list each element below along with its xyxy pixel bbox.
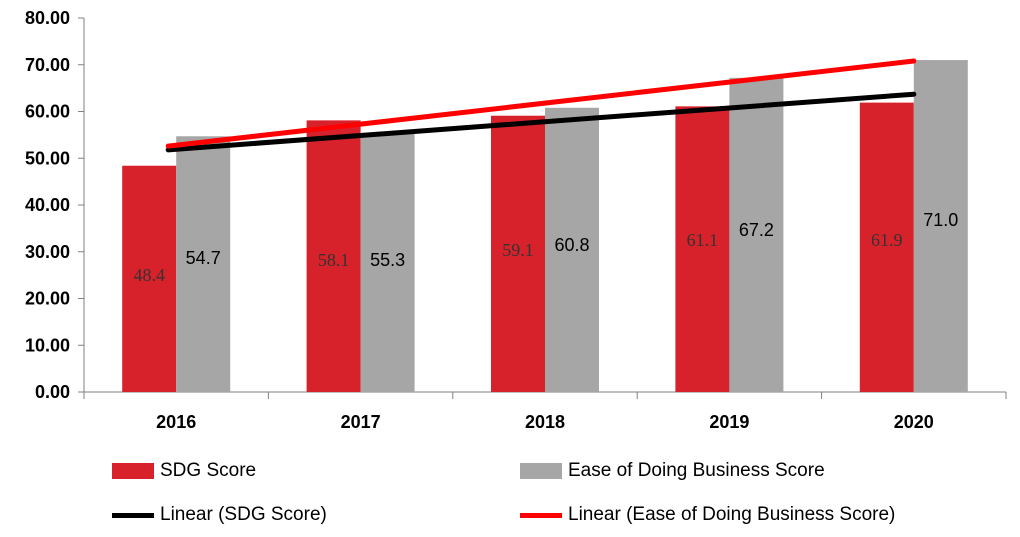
x-tick-label-2017: 2017 bbox=[341, 412, 381, 432]
y-tick-label: 70.00 bbox=[25, 55, 70, 75]
x-tick-label-2018: 2018 bbox=[525, 412, 565, 432]
bar-eodb-score-2019 bbox=[729, 77, 784, 392]
y-tick-label: 40.00 bbox=[25, 195, 70, 215]
bar-sdg-score-2016 bbox=[122, 165, 177, 392]
y-tick-label: 0.00 bbox=[35, 382, 70, 402]
bar-sdg-score-2019 bbox=[675, 106, 730, 393]
trendline-linear-eodb bbox=[165, 58, 917, 149]
y-tick-label: 80.00 bbox=[25, 8, 70, 28]
data-label-eodb-2017: 55.3 bbox=[370, 250, 405, 270]
x-axis: 2016 2017 2018 2019 2020 bbox=[83, 391, 1007, 432]
data-labels: 48.4 54.7 58.1 55.3 59.1 60.8 61.1 67.2 61.9 71.0 bbox=[133, 210, 958, 285]
data-label-eodb-2019: 67.2 bbox=[739, 220, 774, 240]
y-tick-label: 10.00 bbox=[25, 335, 70, 355]
data-label-sdg-2018: 59.1 bbox=[502, 240, 534, 260]
y-tick-label: 30.00 bbox=[25, 242, 70, 262]
bar-eodb-score-2020 bbox=[913, 60, 968, 392]
data-label-eodb-2018: 60.8 bbox=[554, 235, 589, 255]
data-label-eodb-2020: 71.0 bbox=[923, 210, 958, 230]
y-tick-label: 50.00 bbox=[25, 148, 70, 168]
x-tick-label-2019: 2019 bbox=[709, 412, 749, 432]
data-label-sdg-2017: 58.1 bbox=[318, 250, 350, 270]
y-tick-label: 60.00 bbox=[25, 102, 70, 122]
y-tick-label: 20.00 bbox=[25, 289, 70, 309]
data-label-sdg-2016: 48.4 bbox=[133, 265, 165, 285]
y-axis: 0.00 10.00 20.00 30.00 40.00 50.00 60.00 70.00 8… bbox=[25, 8, 85, 402]
bar-sdg-score-2020 bbox=[859, 102, 914, 393]
trendline-linear-sdg bbox=[165, 91, 917, 153]
data-label-sdg-2020: 61.9 bbox=[871, 230, 903, 250]
bar-sdg-score-2017 bbox=[306, 120, 361, 392]
x-tick-label-2016: 2016 bbox=[156, 412, 196, 432]
bar-eodb-score-2016 bbox=[176, 136, 231, 392]
trendlines bbox=[165, 58, 917, 153]
x-tick-label-2020: 2020 bbox=[894, 412, 934, 432]
bar-sdg-score-2018 bbox=[491, 115, 545, 393]
data-label-eodb-2016: 54.7 bbox=[186, 248, 221, 268]
bar-eodb-score-2018 bbox=[545, 107, 599, 392]
data-label-sdg-2019: 61.1 bbox=[687, 230, 719, 250]
bar-eodb-score-2017 bbox=[360, 133, 415, 392]
bars bbox=[122, 60, 968, 393]
